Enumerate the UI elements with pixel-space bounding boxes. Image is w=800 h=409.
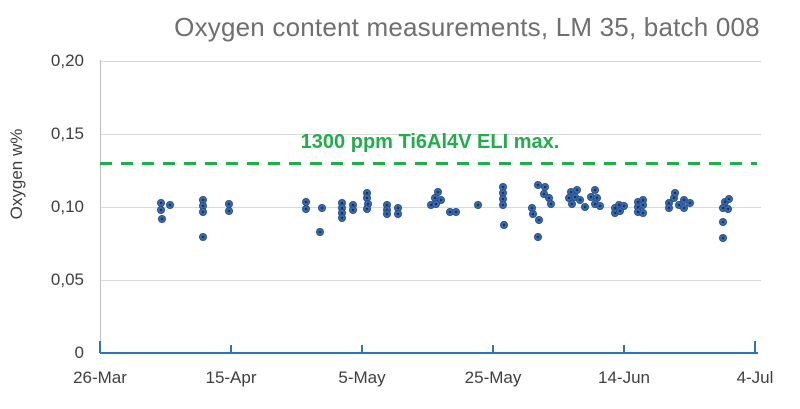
data-point xyxy=(473,200,482,209)
data-point xyxy=(686,199,695,208)
data-point xyxy=(534,215,543,224)
x-axis-tick xyxy=(361,345,363,353)
x-tick-label: 5-May xyxy=(338,368,386,387)
x-axis-line xyxy=(100,352,758,354)
data-point xyxy=(718,233,727,242)
data-point xyxy=(680,204,689,213)
x-axis-tick xyxy=(230,345,232,353)
data-point xyxy=(665,204,674,213)
x-axis-tick xyxy=(492,345,494,353)
reference-line-label: 1300 ppm Ti6Al4V ELI max. xyxy=(300,131,560,153)
x-tick-label: 25-May xyxy=(464,368,522,387)
y-tick-label: 0,20 xyxy=(50,51,84,70)
data-point xyxy=(671,188,680,197)
data-point xyxy=(638,200,647,209)
data-point xyxy=(724,194,733,203)
x-tick-label: 4-Jul xyxy=(736,368,774,387)
y-tick-label: 0,15 xyxy=(50,124,84,143)
data-point xyxy=(394,210,403,218)
data-point xyxy=(198,232,207,241)
reference-line xyxy=(100,162,757,166)
gridline xyxy=(100,279,761,281)
x-axis-tick xyxy=(623,345,625,353)
data-point xyxy=(337,213,346,222)
data-point xyxy=(452,207,461,216)
y-tick-label: 0,10 xyxy=(50,197,84,216)
data-point xyxy=(500,220,509,229)
y-tick-label: 0 xyxy=(74,343,84,362)
data-point xyxy=(348,206,357,215)
data-point xyxy=(576,195,585,204)
data-point xyxy=(316,227,325,236)
data-point xyxy=(718,218,727,227)
data-point xyxy=(547,199,556,208)
data-point xyxy=(432,199,440,208)
data-point xyxy=(528,210,537,218)
data-point xyxy=(638,208,647,217)
data-point xyxy=(225,206,234,215)
data-point xyxy=(198,207,207,216)
y-axis-title: Oxygen w% xyxy=(7,128,26,220)
x-tick-label: 26-Mar xyxy=(73,368,127,387)
x-tick-label: 15-Apr xyxy=(205,368,257,387)
data-point xyxy=(591,186,600,195)
data-point xyxy=(166,200,175,209)
data-point xyxy=(498,200,507,209)
data-point xyxy=(156,206,165,215)
x-axis-tick xyxy=(99,341,101,353)
data-point xyxy=(534,232,543,241)
data-point xyxy=(620,201,628,210)
data-point xyxy=(158,214,167,223)
y-tick-label: 0,05 xyxy=(50,270,84,289)
data-point xyxy=(363,205,372,214)
data-point xyxy=(568,199,577,208)
gridline xyxy=(100,60,761,62)
gridline xyxy=(100,133,761,135)
data-point xyxy=(595,201,604,210)
y-axis-line xyxy=(100,60,101,353)
x-axis-tick xyxy=(754,341,756,353)
data-point xyxy=(580,203,589,211)
data-point xyxy=(724,205,733,214)
chart-title: Oxygen content measurements, LM 35, batc… xyxy=(174,12,760,42)
data-point xyxy=(302,205,311,214)
data-point xyxy=(318,204,327,213)
x-tick-label: 14-Jun xyxy=(598,368,650,387)
data-point xyxy=(382,210,391,218)
